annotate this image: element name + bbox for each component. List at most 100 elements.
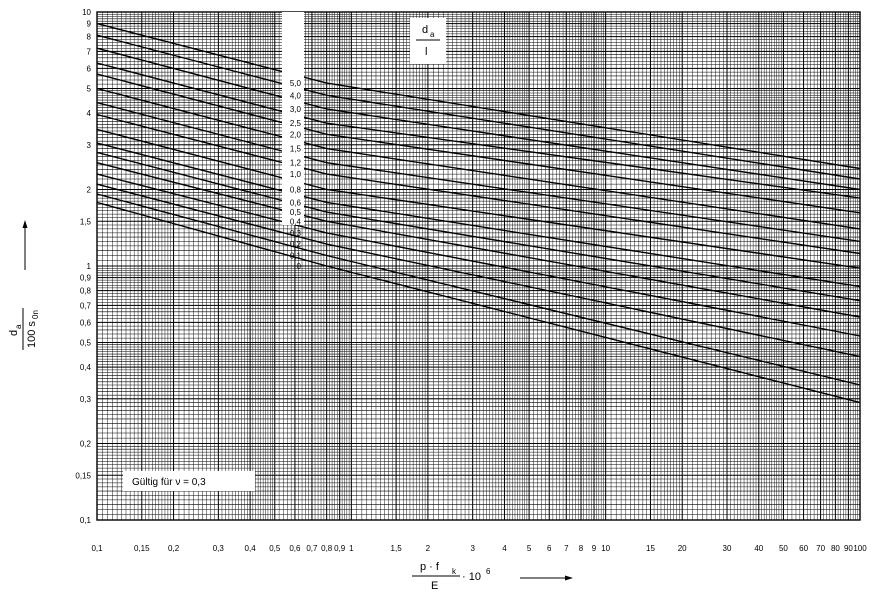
y-tick-label: 0,2 [80,440,92,449]
x-tick-label: 20 [678,544,687,553]
x-axis-arrowhead [565,575,573,581]
y-tick-label: 0,5 [80,339,92,348]
y-label-top-sub: a [14,324,23,329]
x-label-exponent: 6 [486,567,491,576]
curve-label-1-0: 1,0 [290,170,302,179]
curve-label-5-0: 5,0 [290,79,302,88]
y-label-bottom-sub: 0n [31,310,40,319]
curve-legend: d a l [410,18,446,64]
series-line-0-3 [96,173,861,337]
x-label-top-sub: k [452,567,457,576]
series-line-1-0 [96,113,861,255]
y-tick-label: 10 [82,8,91,17]
validity-note: Gültig für ν = 0,3 [123,471,255,491]
curve-labels: 5,0 4,0 3,0 2,5 2,0 1,5 1,2 1,0 0,8 0,60,50,4 0,3 0… [282,12,304,271]
x-tick-label: 8 [579,544,584,553]
curve-label-0-3: 0,3 [290,229,302,238]
series-line-2-0 [96,73,861,214]
y-tick-label: 7 [87,47,92,56]
x-tick-label: 2 [426,544,431,553]
x-tick-label: 0,4 [245,544,257,553]
y-tick-label: 1,5 [80,217,92,226]
series-lines [96,22,861,404]
x-tick-label: 7 [564,544,569,553]
plot-border [96,11,861,521]
y-tick-label: 9 [87,20,92,29]
y-label-bottom: 100 s [26,321,38,348]
series-line-0-5 [96,151,861,302]
curve-label-3-0: 3,0 [290,105,302,114]
curve-label-0-5: 0,5 [290,208,302,217]
curve-label-0-4: 0,4 [290,217,302,226]
y-tick-label: 0,6 [80,318,92,327]
curve-label-2-0: 2,0 [290,130,302,139]
x-tick-label: 100 [853,544,867,553]
series-line-5-0 [96,22,861,170]
x-tick-labels: 0,1 0,15 0,2 0,3 0,4 0,5 0,6 0,7 0,8 0,9 1 1,5 2 3 4 5 6… [91,544,867,553]
y-tick-label: 2 [87,186,92,195]
x-tick-label: 60 [799,544,808,553]
y-label-top: d [8,330,20,336]
curve-label-1-5: 1,5 [290,145,302,154]
y-tick-label: 3 [87,141,92,150]
x-tick-label: 0,15 [134,544,150,553]
series-line-0-2 [96,183,861,358]
x-tick-label: 0,9 [334,544,346,553]
x-tick-label: 0,7 [306,544,318,553]
y-tick-label: 0,9 [80,274,92,283]
x-tick-label: 1 [349,544,354,553]
curve-label-0-1: 0,1 [290,252,302,261]
x-tick-label: 70 [816,544,825,553]
y-tick-label: 0,1 [80,516,92,525]
series-line-3-0 [96,47,861,191]
series-line-0-6 [96,142,861,288]
curve-label-0-6: 0,6 [290,198,302,207]
y-tick-label: 6 [87,64,92,73]
series-line-0-4 [96,162,861,318]
curve-label-0-2: 0,2 [290,240,302,249]
curve-label-2-5: 2,5 [290,119,302,128]
curve-legend-top: d [422,24,428,36]
x-tick-label: 80 [831,544,840,553]
curve-label-column [282,12,304,225]
series-line-0-8 [96,128,861,269]
curve-label-0: 0 [297,262,302,271]
x-tick-label: 4 [502,544,507,553]
x-tick-label: 10 [601,544,610,553]
y-tick-label: 4 [87,109,92,118]
y-tick-label: 1 [87,262,92,271]
y-tick-labels: 10 9 8 7 6 5 4 3 2 1,5 1 0,9 0,8 0,7 0,6 0,5 0,4 0,3 0,2 0,… [75,8,91,525]
series-line-0 [96,201,861,404]
y-axis-arrowhead [22,220,28,228]
y-tick-label: 0,7 [80,301,92,310]
validity-note-text: Gültig für ν = 0,3 [132,477,206,488]
y-tick-label: 0,4 [80,363,92,372]
y-tick-label: 0,8 [80,287,92,296]
grid [96,11,861,521]
x-label-factor: · 10 [462,571,481,583]
series-line-1-5 [96,87,861,230]
series-line-0-1 [96,193,861,386]
y-tick-label: 0,15 [75,471,91,480]
series-line-1-2 [96,101,861,243]
x-tick-label: 5 [527,544,532,553]
series-line-4-0 [96,34,861,180]
x-tick-label: 0,2 [168,544,180,553]
y-axis-label: d a 100 s 0n [8,220,40,350]
y-tick-label: 0,3 [80,395,92,404]
x-tick-label: 15 [646,544,655,553]
x-tick-label: 50 [779,544,788,553]
curve-legend-top-sub: a [430,30,435,39]
x-tick-label: 6 [547,544,552,553]
x-tick-label: 0,6 [289,544,301,553]
x-tick-label: 90 [844,544,853,553]
y-tick-label: 8 [87,33,92,42]
x-label-bottom: E [431,580,438,592]
x-label-top: p · f [420,561,440,573]
x-tick-label: 0,3 [213,544,225,553]
y-tick-label: 5 [87,85,92,94]
x-tick-label: 0,1 [91,544,103,553]
x-tick-label: 0,5 [269,544,281,553]
x-tick-label: 9 [592,544,597,553]
